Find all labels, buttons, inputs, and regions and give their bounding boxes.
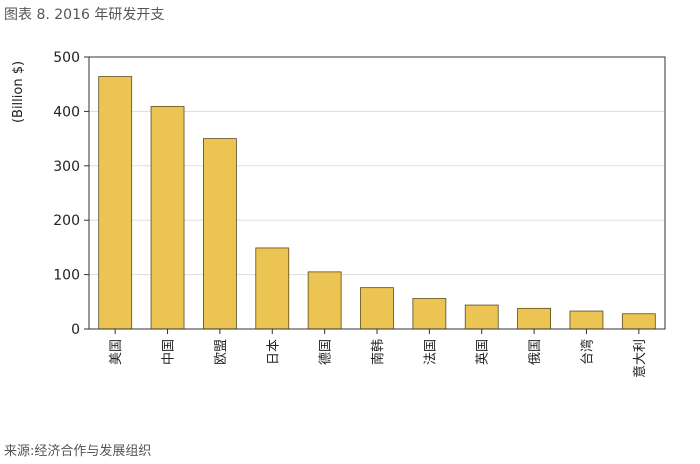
y-tick-label: 0 xyxy=(71,322,80,338)
x-tick-label: 美国 xyxy=(109,339,124,365)
bar-10 xyxy=(569,310,604,330)
y-tick-label: 300 xyxy=(53,159,80,175)
y-tick-label: 500 xyxy=(53,50,80,66)
x-tick-label: 日本 xyxy=(266,339,281,365)
bar-3 xyxy=(203,138,237,330)
y-axis: 0 100 200 300 400 500 xyxy=(53,50,89,338)
x-tick-label: 欧盟 xyxy=(214,339,229,365)
bar-4 xyxy=(255,247,290,330)
x-tick-label: 俄国 xyxy=(528,339,543,365)
figure-source: 来源:经济合作与发展组织 xyxy=(4,444,152,459)
bar-11 xyxy=(621,313,656,330)
x-tick-label: 法国 xyxy=(423,339,438,365)
bar-6 xyxy=(360,287,394,330)
y-tick-label: 200 xyxy=(53,213,80,229)
bar-9 xyxy=(517,307,551,330)
bar-7 xyxy=(412,298,447,330)
bar-2 xyxy=(150,106,185,330)
bars xyxy=(98,76,656,330)
bar-8 xyxy=(464,304,499,330)
y-tick-label: 100 xyxy=(53,268,80,284)
x-tick-label: 台湾 xyxy=(579,339,595,365)
gridlines xyxy=(89,110,665,276)
y-axis-label: (Billion $) xyxy=(11,61,26,123)
x-tick-label: 南韩 xyxy=(370,339,386,365)
x-tick-label: 德国 xyxy=(319,339,334,365)
y-tick-label: 400 xyxy=(53,104,80,120)
figure-title: 图表 8. 2016 年研发开支 xyxy=(4,7,165,23)
x-tick-label: 英国 xyxy=(476,339,491,365)
bar-5 xyxy=(307,271,342,330)
bar-1 xyxy=(98,76,133,330)
x-axis: 美国 中国 欧盟 日本 德国 南韩 法国 英国 俄国 台湾 意大利 xyxy=(109,329,648,378)
x-tick-label: 意大利 xyxy=(632,339,648,378)
x-tick-label: 中国 xyxy=(162,339,177,365)
